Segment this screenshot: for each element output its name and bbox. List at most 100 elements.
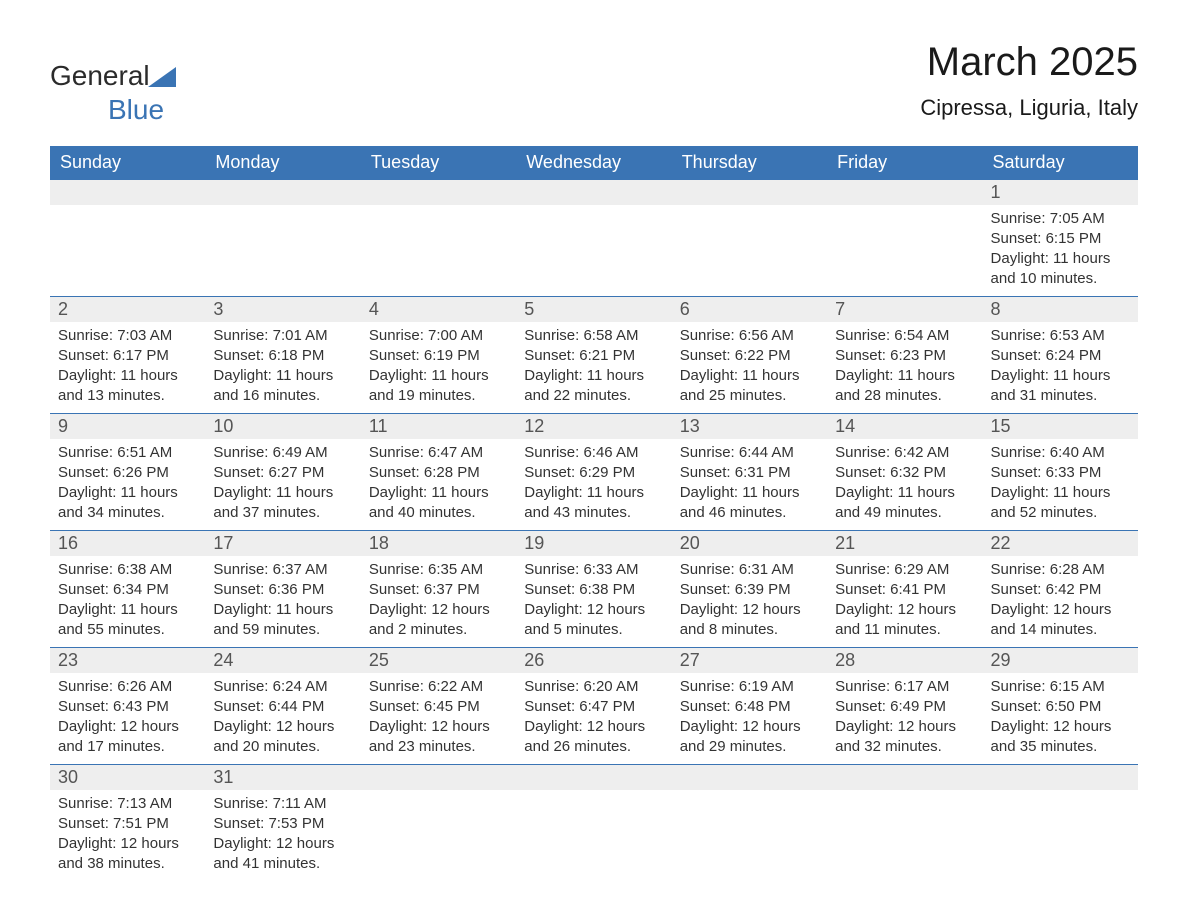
empty-day-body <box>516 205 671 296</box>
day-detail-line: Daylight: 12 hours <box>835 600 974 620</box>
day-detail-line: Sunrise: 7:00 AM <box>369 326 508 346</box>
calendar-week-num-row: 2Sunrise: 7:03 AMSunset: 6:17 PMDaylight… <box>50 296 1138 413</box>
day-detail-line: Daylight: 11 hours <box>835 366 974 386</box>
calendar-day-cell: 15Sunrise: 6:40 AMSunset: 6:33 PMDayligh… <box>983 413 1138 530</box>
day-detail-line: and 8 minutes. <box>680 620 819 640</box>
calendar-day-cell: 6Sunrise: 6:56 AMSunset: 6:22 PMDaylight… <box>672 296 827 413</box>
day-detail-line: Daylight: 11 hours <box>524 483 663 503</box>
empty-day-body <box>205 205 360 296</box>
empty-day-number <box>672 765 827 790</box>
day-detail-line: Daylight: 11 hours <box>58 483 197 503</box>
day-detail-line: Sunset: 6:24 PM <box>991 346 1130 366</box>
day-detail-line: Daylight: 12 hours <box>991 717 1130 737</box>
day-number: 4 <box>361 297 516 322</box>
calendar-day-cell <box>361 764 516 881</box>
calendar-day-cell: 9 Sunrise: 6:51 AMSunset: 6:26 PMDaylight… <box>50 413 205 530</box>
day-detail-line: Sunrise: 6:44 AM <box>680 443 819 463</box>
day-detail-line: and 59 minutes. <box>213 620 352 640</box>
day-details: Sunrise: 6:42 AMSunset: 6:32 PMDaylight:… <box>827 439 982 530</box>
day-details: Sunrise: 6:47 AMSunset: 6:28 PMDaylight:… <box>361 439 516 530</box>
day-details: Sunrise: 6:17 AMSunset: 6:49 PMDaylight:… <box>827 673 982 764</box>
day-detail-line: and 31 minutes. <box>991 386 1130 406</box>
day-number: 20 <box>672 531 827 556</box>
calendar-week-num-row: 9Sunrise: 6:51 AMSunset: 6:26 PMDaylight… <box>50 413 1138 530</box>
logo-text-general: General <box>50 60 150 91</box>
weekday-header: Thursday <box>672 146 827 180</box>
day-number: 21 <box>827 531 982 556</box>
day-details: Sunrise: 6:38 AMSunset: 6:34 PMDaylight:… <box>50 556 205 647</box>
day-number: 31 <box>205 765 360 790</box>
day-details: Sunrise: 7:11 AMSunset: 7:53 PMDaylight:… <box>205 790 360 881</box>
calendar-day-cell: 2Sunrise: 7:03 AMSunset: 6:17 PMDaylight… <box>50 296 205 413</box>
empty-day-number <box>827 765 982 790</box>
calendar-day-cell: 1Sunrise: 7:05 AMSunset: 6:15 PMDaylight… <box>983 179 1138 296</box>
day-detail-line: Daylight: 11 hours <box>680 483 819 503</box>
day-number: 11 <box>361 414 516 439</box>
calendar-day-cell: 17Sunrise: 6:37 AMSunset: 6:36 PMDayligh… <box>205 530 360 647</box>
day-detail-line: Sunrise: 6:35 AM <box>369 560 508 580</box>
day-number: 8 <box>983 297 1138 322</box>
day-number: 9 <box>50 414 205 439</box>
day-number: 15 <box>983 414 1138 439</box>
empty-day-number <box>516 180 671 205</box>
day-details: Sunrise: 7:00 AMSunset: 6:19 PMDaylight:… <box>361 322 516 413</box>
calendar-day-cell: 19Sunrise: 6:33 AMSunset: 6:38 PMDayligh… <box>516 530 671 647</box>
day-detail-line: Sunset: 6:39 PM <box>680 580 819 600</box>
day-detail-line: Daylight: 11 hours <box>58 600 197 620</box>
weekday-header: Wednesday <box>516 146 671 180</box>
day-number: 14 <box>827 414 982 439</box>
empty-day-body <box>50 205 205 296</box>
day-detail-line: Daylight: 11 hours <box>213 600 352 620</box>
calendar-day-cell <box>672 179 827 296</box>
day-details: Sunrise: 6:31 AMSunset: 6:39 PMDaylight:… <box>672 556 827 647</box>
day-details: Sunrise: 6:26 AMSunset: 6:43 PMDaylight:… <box>50 673 205 764</box>
calendar-day-cell: 25Sunrise: 6:22 AMSunset: 6:45 PMDayligh… <box>361 647 516 764</box>
logo-triangle-icon <box>148 62 176 94</box>
calendar-day-cell: 11Sunrise: 6:47 AMSunset: 6:28 PMDayligh… <box>361 413 516 530</box>
day-detail-line: Sunrise: 7:11 AM <box>213 794 352 814</box>
day-detail-line: Sunset: 6:26 PM <box>58 463 197 483</box>
day-detail-line: Daylight: 11 hours <box>991 483 1130 503</box>
day-detail-line: Sunrise: 6:51 AM <box>58 443 197 463</box>
day-detail-line: Sunrise: 6:42 AM <box>835 443 974 463</box>
day-number: 2 <box>50 297 205 322</box>
day-detail-line: Sunset: 6:27 PM <box>213 463 352 483</box>
calendar-day-cell: 20Sunrise: 6:31 AMSunset: 6:39 PMDayligh… <box>672 530 827 647</box>
day-detail-line: Sunrise: 6:20 AM <box>524 677 663 697</box>
day-detail-line: and 5 minutes. <box>524 620 663 640</box>
day-details: Sunrise: 6:44 AMSunset: 6:31 PMDaylight:… <box>672 439 827 530</box>
weekday-header: Saturday <box>983 146 1138 180</box>
day-detail-line: Daylight: 11 hours <box>58 366 197 386</box>
day-detail-line: and 43 minutes. <box>524 503 663 523</box>
day-details: Sunrise: 7:03 AMSunset: 6:17 PMDaylight:… <box>50 322 205 413</box>
day-number: 23 <box>50 648 205 673</box>
day-detail-line: and 11 minutes. <box>835 620 974 640</box>
day-details: Sunrise: 6:58 AMSunset: 6:21 PMDaylight:… <box>516 322 671 413</box>
calendar-week-num-row: 1Sunrise: 7:05 AMSunset: 6:15 PMDaylight… <box>50 179 1138 296</box>
empty-day-body <box>516 790 671 881</box>
weekday-header: Monday <box>205 146 360 180</box>
day-detail-line: Sunset: 6:21 PM <box>524 346 663 366</box>
day-detail-line: Sunset: 6:48 PM <box>680 697 819 717</box>
day-detail-line: Sunrise: 6:22 AM <box>369 677 508 697</box>
day-details: Sunrise: 7:05 AMSunset: 6:15 PMDaylight:… <box>983 205 1138 296</box>
day-detail-line: and 40 minutes. <box>369 503 508 523</box>
day-details: Sunrise: 6:40 AMSunset: 6:33 PMDaylight:… <box>983 439 1138 530</box>
day-details: Sunrise: 6:53 AMSunset: 6:24 PMDaylight:… <box>983 322 1138 413</box>
calendar-day-cell: 14Sunrise: 6:42 AMSunset: 6:32 PMDayligh… <box>827 413 982 530</box>
day-detail-line: Sunset: 6:22 PM <box>680 346 819 366</box>
day-detail-line: Sunrise: 6:28 AM <box>991 560 1130 580</box>
day-detail-line: Sunset: 6:49 PM <box>835 697 974 717</box>
empty-day-number <box>827 180 982 205</box>
page-header: General Blue March 2025 Cipressa, Liguri… <box>50 40 1138 126</box>
day-detail-line: and 29 minutes. <box>680 737 819 757</box>
calendar-day-cell: 29Sunrise: 6:15 AMSunset: 6:50 PMDayligh… <box>983 647 1138 764</box>
day-detail-line: and 38 minutes. <box>58 854 197 874</box>
empty-day-body <box>983 790 1138 881</box>
calendar-header-row: SundayMondayTuesdayWednesdayThursdayFrid… <box>50 146 1138 180</box>
calendar-day-cell <box>827 179 982 296</box>
day-detail-line: and 20 minutes. <box>213 737 352 757</box>
empty-day-number <box>983 765 1138 790</box>
day-detail-line: Sunset: 6:45 PM <box>369 697 508 717</box>
day-detail-line: Sunrise: 6:15 AM <box>991 677 1130 697</box>
